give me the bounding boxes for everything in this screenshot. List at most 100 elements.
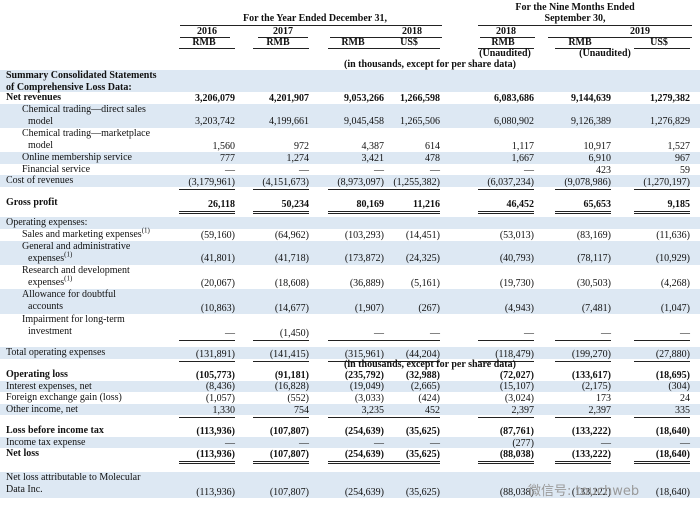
row-label: expenses(1)	[28, 274, 73, 288]
total-rule	[179, 189, 235, 190]
total-rule	[328, 211, 384, 212]
row-label: Online membership service	[22, 152, 132, 163]
row-label: Income tax expense	[6, 437, 86, 448]
total-rule	[384, 340, 440, 341]
cell-value: (15,107)	[499, 381, 534, 392]
footnote-marker: (1)	[141, 226, 150, 235]
cell-value: (44,204)	[405, 349, 440, 360]
total-rule	[634, 189, 690, 190]
total-rule	[478, 417, 534, 418]
cell-value: 59	[680, 165, 690, 176]
total-rule	[179, 340, 235, 341]
total-rule	[328, 461, 384, 462]
cell-value: (36,889)	[349, 278, 384, 289]
total-rule	[328, 417, 384, 418]
currency-heading: RMB	[568, 37, 592, 48]
cell-value: (10,863)	[200, 303, 235, 314]
cell-value: (53,013)	[499, 230, 534, 241]
cell-value: 9,126,389	[571, 116, 611, 127]
cell-value: 65,653	[583, 199, 612, 210]
year-heading: 2018	[402, 26, 422, 37]
cell-value: 24	[680, 393, 690, 404]
year-heading: 2019	[630, 26, 650, 37]
cell-value: (113,936)	[196, 449, 235, 460]
row-shade	[0, 104, 700, 128]
total-rule	[634, 461, 690, 462]
cell-value: (18,695)	[655, 370, 690, 381]
total-rule	[328, 213, 384, 214]
cell-value: 6,910	[588, 153, 612, 164]
year-rule	[480, 37, 535, 38]
total-rule	[328, 189, 384, 190]
cell-value: (107,807)	[269, 487, 309, 498]
year-rule	[548, 37, 692, 38]
row-label: Operating loss	[6, 369, 68, 380]
unaudited-label: (Unaudited)	[479, 48, 531, 59]
cell-value: (1,047)	[660, 303, 690, 314]
row-label: Data Inc.	[6, 484, 43, 495]
total-rule	[478, 361, 534, 362]
footnote-marker: (1)	[64, 274, 73, 283]
cell-value: (267)	[418, 303, 440, 314]
cell-value: (20,067)	[200, 278, 235, 289]
total-rule	[253, 417, 309, 418]
cell-value: (87,761)	[499, 426, 534, 437]
cell-value: (113,936)	[196, 426, 235, 437]
cell-value: 1,560	[212, 141, 236, 152]
cell-value: 9,185	[667, 199, 691, 210]
row-shade	[0, 381, 700, 392]
total-rule	[179, 417, 235, 418]
cell-value: (24,325)	[405, 253, 440, 264]
row-shade	[0, 241, 700, 265]
cell-value: —	[225, 438, 235, 449]
period-heading: September 30,	[544, 13, 606, 24]
cell-value: 2,397	[511, 405, 535, 416]
row-shade	[0, 289, 700, 314]
cell-value: (118,479)	[495, 349, 534, 360]
cell-value: 3,421	[361, 153, 385, 164]
cell-value: 4,387	[361, 141, 385, 152]
cell-value: (1,057)	[205, 393, 235, 404]
total-rule	[555, 361, 611, 362]
total-rule	[179, 461, 235, 462]
cell-value: (254,639)	[344, 426, 384, 437]
cell-value: 754	[294, 405, 309, 416]
currency-rule	[478, 48, 534, 49]
total-rule	[179, 211, 235, 212]
cell-value: —	[680, 328, 690, 339]
total-rule	[555, 211, 611, 212]
cell-value: —	[374, 165, 384, 176]
cell-value: 1,117	[511, 141, 534, 152]
cell-value: 9,045,458	[344, 116, 384, 127]
cell-value: (64,962)	[274, 230, 309, 241]
row-label: Operating expenses:	[6, 217, 88, 228]
row-shade	[0, 70, 700, 92]
cell-value: (40,793)	[499, 253, 534, 264]
cell-value: 1,276,829	[650, 116, 690, 127]
total-rule	[328, 361, 384, 362]
row-label: Net loss attributable to Molecular	[6, 472, 141, 483]
currency-heading: US$	[400, 37, 418, 48]
year-heading: 2016	[197, 26, 217, 37]
cell-value: (3,033)	[354, 393, 384, 404]
cell-value: (59,160)	[200, 230, 235, 241]
cell-value: 452	[425, 405, 440, 416]
total-rule	[384, 463, 440, 464]
cell-value: (2,175)	[581, 381, 611, 392]
row-shade	[0, 175, 700, 187]
cell-value: —	[430, 165, 440, 176]
cell-value: —	[524, 328, 534, 339]
cell-value: 1,279,382	[650, 93, 690, 104]
cell-value: (107,807)	[269, 449, 309, 460]
total-rule	[478, 463, 534, 464]
cell-value: 1,274	[286, 153, 310, 164]
cell-value: —	[601, 328, 611, 339]
cell-value: (1,255,382)	[393, 177, 440, 188]
cell-value: (133,222)	[571, 487, 611, 498]
currency-heading: RMB	[491, 37, 515, 48]
total-rule	[253, 461, 309, 462]
currency-rule	[179, 48, 235, 49]
row-label: Sales and marketing expenses(1)	[22, 226, 150, 240]
cell-value: —	[299, 438, 309, 449]
cell-value: 4,199,661	[269, 116, 309, 127]
